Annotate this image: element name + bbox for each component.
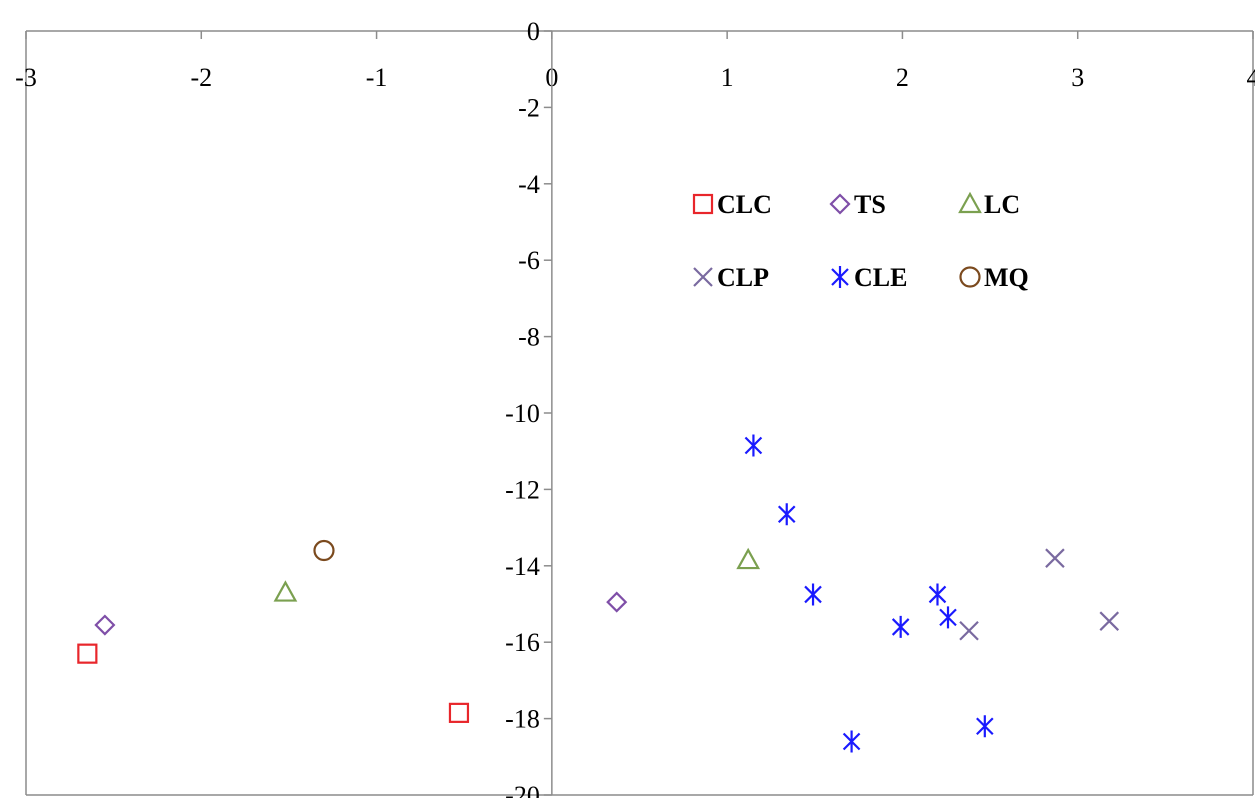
point-lc <box>273 580 298 602</box>
legend-marker-ts <box>829 193 851 215</box>
legend-marker-lc <box>958 191 982 214</box>
point-clp <box>1045 548 1065 568</box>
legend-label-clp: CLP <box>717 263 769 292</box>
point-lc <box>736 547 761 570</box>
y-tick-label: -14 <box>505 552 540 581</box>
y-tick-label: -6 <box>518 246 540 275</box>
y-tick-label: 0 <box>527 17 540 46</box>
legend-label-cle: CLE <box>854 263 907 292</box>
y-tick-label: -12 <box>505 475 540 504</box>
legend-marker-cle <box>831 266 849 288</box>
x-tick-label: -3 <box>15 63 37 92</box>
point-cle <box>891 615 910 638</box>
data-points <box>77 434 1120 753</box>
point-ts <box>606 591 628 613</box>
point-cle <box>744 434 763 457</box>
x-tick-label: -1 <box>366 63 388 92</box>
x-tick-label: 3 <box>1071 63 1084 92</box>
x-tick-label: 2 <box>896 63 909 92</box>
point-cle <box>804 583 822 606</box>
y-tick-label: -10 <box>505 399 540 428</box>
point-cle <box>976 715 994 738</box>
legend-label-lc: LC <box>984 190 1020 219</box>
x-axis: -3 -2 -1 0 1 2 3 4 <box>15 30 1255 92</box>
point-cle <box>842 730 861 753</box>
legend-marker-clc <box>692 193 714 215</box>
legend-marker-mq <box>959 266 981 288</box>
x-tick-label: 1 <box>721 63 734 92</box>
x-tick-label: -2 <box>190 63 212 92</box>
legend-label-ts: TS <box>854 190 886 219</box>
legend-label-mq: MQ <box>984 263 1029 292</box>
y-tick-label: -8 <box>518 323 540 352</box>
y-tick-label: -20 <box>505 781 540 798</box>
point-cle <box>777 503 796 526</box>
point-mq <box>313 539 335 562</box>
legend-label-clc: CLC <box>717 190 772 219</box>
y-tick-label: -4 <box>518 170 540 199</box>
x-tick-label: 4 <box>1247 63 1255 92</box>
point-cle <box>928 583 947 606</box>
point-cle <box>939 606 957 629</box>
point-clc <box>77 643 98 664</box>
legend: CLC TS LC CLP CLE MQ <box>692 190 1029 292</box>
point-clp <box>1099 611 1120 631</box>
y-axis: 0 -2 -4 -6 -8 -10 -12 -14 -16 -18 -20 <box>505 17 553 798</box>
plot-frame <box>25 31 1254 796</box>
point-clp <box>959 620 979 641</box>
y-tick-label: -2 <box>518 93 540 122</box>
point-clc <box>448 702 470 723</box>
legend-marker-clp <box>693 267 713 287</box>
point-ts <box>94 614 116 636</box>
y-tick-label: -18 <box>505 705 540 734</box>
y-tick-label: -16 <box>505 628 540 657</box>
